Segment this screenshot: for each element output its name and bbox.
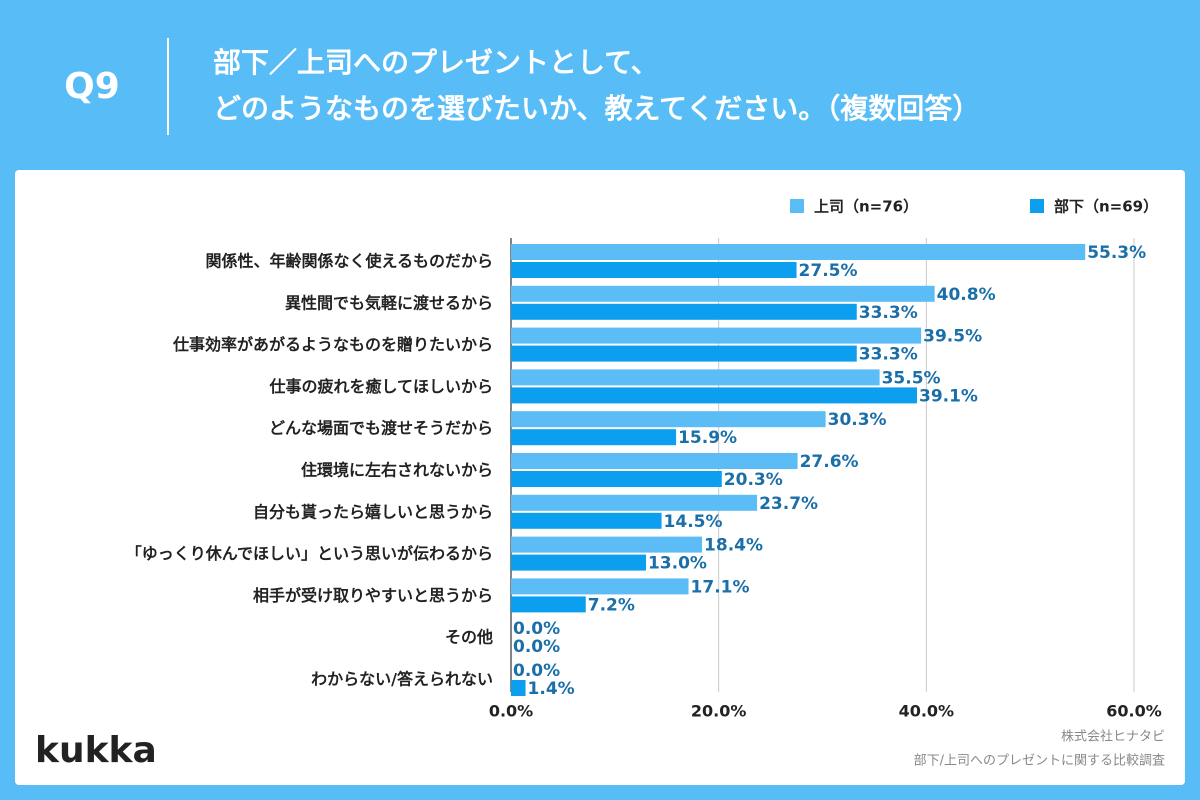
- bar: [511, 596, 586, 613]
- value-label: 18.4%: [704, 536, 763, 556]
- value-label: 39.5%: [923, 327, 982, 347]
- bar: [511, 387, 917, 404]
- value-label: 33.3%: [859, 345, 918, 365]
- bar: [511, 262, 797, 278]
- bar: [511, 411, 826, 428]
- value-label: 55.3%: [1087, 243, 1146, 263]
- category-label: わからない/答えられない: [311, 670, 493, 689]
- bar: [511, 578, 689, 595]
- x-tick-label: 0.0%: [489, 702, 533, 721]
- value-label: 23.7%: [759, 494, 818, 514]
- value-label: 39.1%: [919, 386, 978, 406]
- bar: [511, 303, 857, 320]
- value-label: 30.3%: [828, 410, 887, 430]
- bar: [511, 345, 857, 362]
- category-label: 自分も貰ったら嬉しいと思うから: [253, 502, 493, 521]
- value-label: 7.2%: [588, 595, 635, 615]
- category-label: 仕事の疲れを癒してほしいから: [268, 377, 493, 396]
- value-label: 20.3%: [724, 470, 783, 490]
- x-tick-label: 60.0%: [1106, 702, 1162, 721]
- value-label: 17.1%: [691, 577, 750, 597]
- value-label: 13.0%: [648, 554, 707, 574]
- legend-swatch: [790, 199, 804, 213]
- logo: kukka: [35, 730, 157, 771]
- category-label: 異性間でも気軽に渡せるから: [285, 293, 493, 312]
- value-label: 35.5%: [882, 368, 941, 388]
- value-label: 27.6%: [800, 452, 859, 472]
- bar: [511, 554, 646, 571]
- category-label: 住環境に左右されないから: [301, 461, 493, 480]
- bar: [511, 536, 703, 553]
- x-tick-label: 20.0%: [691, 702, 747, 721]
- bar: [511, 285, 935, 302]
- value-label: 33.3%: [859, 303, 918, 323]
- value-label: 1.4%: [528, 679, 575, 699]
- value-label: 15.9%: [678, 428, 737, 448]
- source: 株式会社ヒナタビ: [1061, 729, 1165, 745]
- title-line: 部下／上司へのプレゼントとして、: [213, 46, 659, 79]
- category-label: 相手が受け取りやすいと思うから: [253, 586, 493, 605]
- legend-label: 部下（n=69）: [1054, 198, 1158, 216]
- x-tick-label: 40.0%: [899, 702, 955, 721]
- value-label: 0.0%: [513, 637, 560, 657]
- bar: [511, 453, 798, 469]
- bar: [511, 512, 662, 529]
- chart: 0.0% 20.0% 40.0% 60.0% 上司（n=76） 部下（n=69） 関係性、年…: [126, 198, 1162, 721]
- question-number: Q9: [64, 66, 120, 107]
- legend-label: 上司（n=76）: [814, 198, 918, 216]
- category-label: その他: [445, 628, 493, 647]
- source: 部下/上司へのプレゼントに関する比較調査: [914, 754, 1165, 769]
- bar: [511, 327, 922, 344]
- bar: [511, 244, 1086, 260]
- bar: [511, 369, 880, 386]
- legend-swatch: [1030, 199, 1044, 213]
- bar: [511, 471, 722, 487]
- value-label: 0.0%: [513, 661, 560, 681]
- bar: [511, 494, 758, 511]
- bar: [511, 429, 677, 446]
- value-label: 40.8%: [937, 285, 996, 305]
- value-label: 27.5%: [799, 261, 858, 281]
- bar: [511, 680, 526, 696]
- category-label: 仕事効率があがるようなものを贈りたいから: [172, 335, 493, 354]
- value-label: 14.5%: [664, 512, 723, 532]
- value-label: 0.0%: [513, 619, 560, 639]
- category-label: 「ゆっくり休んでほしい」という思いが伝わるから: [126, 544, 493, 563]
- title-line: どのようなものを選びたいか、教えてください。（複数回答）: [213, 92, 980, 125]
- category-label: どんな場面でも渡せそうだから: [269, 419, 493, 438]
- category-label: 関係性、年齢関係なく使えるものだから: [205, 252, 493, 271]
